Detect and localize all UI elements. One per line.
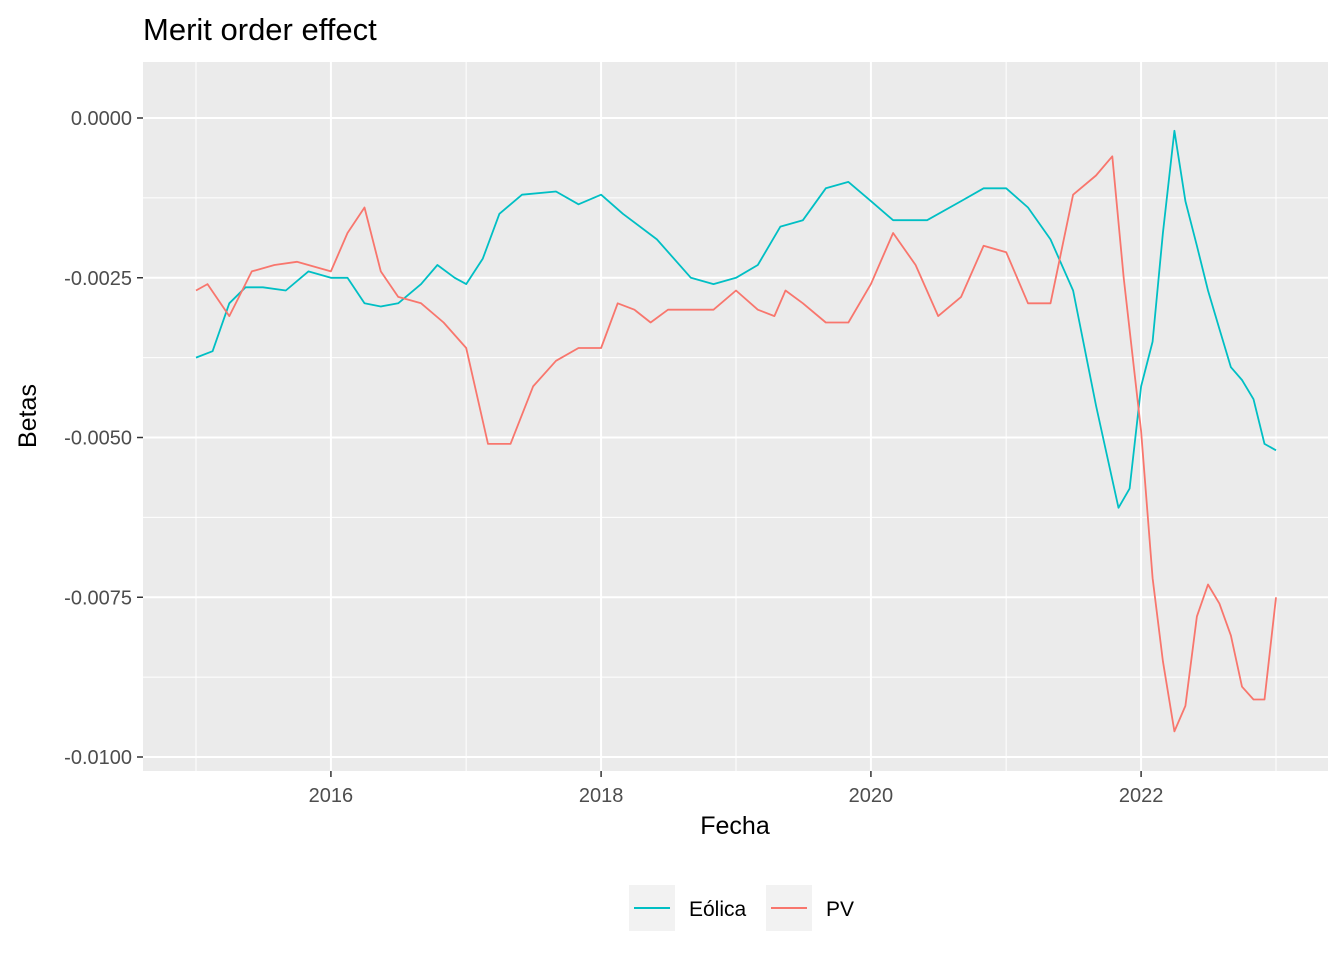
grid-minor <box>143 62 1328 771</box>
y-tick-label: 0.0000 <box>71 108 132 130</box>
y-axis-title: Betas <box>14 384 42 448</box>
chart-title: Merit order effect <box>143 12 377 47</box>
series-layer <box>195 129 1277 733</box>
legend-label-PV: PV <box>826 898 854 921</box>
series-line-PV <box>195 155 1277 733</box>
y-tick-label: -0.0075 <box>64 587 132 609</box>
x-tick-label: 2016 <box>309 785 354 807</box>
series-line-Eólica <box>195 129 1277 509</box>
x-axis: 2016 2018 2020 2022 <box>309 771 1164 807</box>
x-tick-label: 2022 <box>1119 785 1164 807</box>
y-tick-label: -0.0050 <box>64 428 132 450</box>
y-axis: 0.0000 -0.0025 -0.0050 -0.0075 -0.0100 <box>64 108 143 769</box>
x-tick-label: 2020 <box>849 785 894 807</box>
legend: Eólica PV <box>629 885 854 931</box>
x-axis-title: Fecha <box>700 812 770 840</box>
x-tick-label: 2018 <box>579 785 624 807</box>
y-tick-label: -0.0025 <box>64 268 132 290</box>
y-tick-label: -0.0100 <box>64 747 132 769</box>
legend-label-Eólica: Eólica <box>689 898 747 921</box>
